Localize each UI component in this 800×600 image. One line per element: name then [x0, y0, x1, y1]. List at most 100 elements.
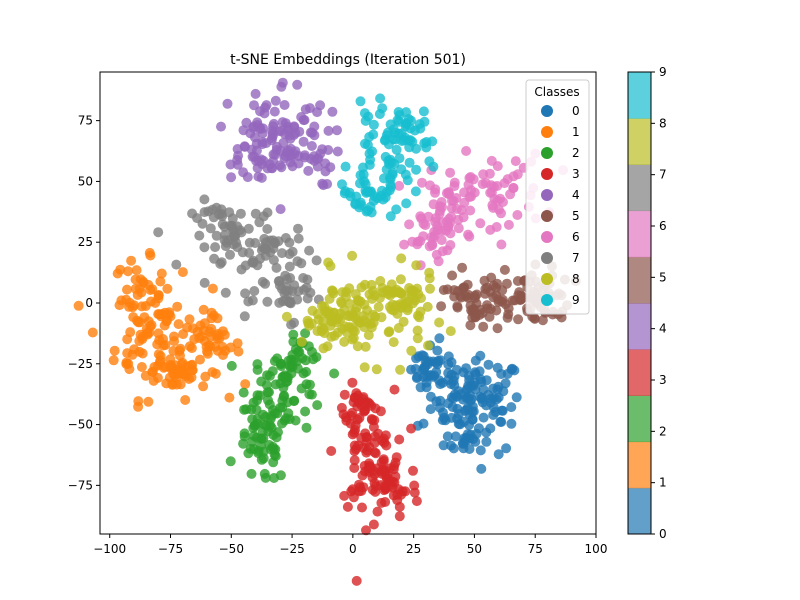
point: [413, 289, 424, 300]
point: [349, 463, 360, 473]
point: [401, 119, 412, 130]
point: [258, 453, 269, 464]
point: [445, 326, 456, 337]
point: [511, 392, 522, 403]
point: [317, 322, 327, 333]
point: [349, 326, 360, 337]
point: [306, 141, 317, 151]
point: [339, 389, 350, 400]
point: [436, 301, 447, 312]
point: [108, 355, 119, 366]
point: [412, 333, 423, 344]
point: [332, 146, 343, 157]
point: [432, 345, 443, 356]
point: [73, 300, 84, 311]
point: [199, 194, 210, 205]
point: [417, 177, 427, 188]
point: [250, 88, 261, 99]
point: [443, 187, 454, 198]
point: [363, 330, 374, 341]
point: [224, 392, 235, 403]
point: [386, 304, 397, 315]
point: [399, 135, 409, 146]
point: [301, 282, 312, 293]
point: [484, 311, 495, 322]
point: [492, 323, 503, 334]
point: [262, 296, 273, 307]
point: [370, 448, 381, 459]
point: [226, 172, 237, 183]
point: [478, 169, 489, 180]
point: [369, 290, 380, 301]
point: [239, 141, 250, 152]
point: [419, 138, 430, 149]
point: [434, 317, 445, 328]
legend-title: Classes: [534, 85, 579, 99]
point: [262, 207, 273, 218]
point: [367, 146, 378, 157]
point: [418, 106, 429, 117]
x-tick-label: 0: [349, 542, 357, 556]
point: [194, 230, 205, 241]
point: [281, 371, 292, 382]
y-axis: −75 −50 −25 0 25 50 75: [68, 114, 100, 492]
point: [134, 336, 145, 346]
point: [486, 155, 497, 166]
point: [207, 283, 218, 294]
point: [496, 369, 507, 379]
series-8: [281, 250, 456, 375]
point: [440, 415, 451, 426]
point: [427, 239, 437, 250]
point: [288, 329, 299, 340]
point: [512, 210, 523, 220]
series-6: [394, 146, 569, 271]
point: [388, 124, 399, 135]
point: [384, 326, 395, 337]
point: [352, 295, 363, 305]
point: [385, 154, 396, 165]
point: [466, 394, 477, 405]
point: [299, 115, 310, 125]
point: [496, 239, 507, 250]
point: [173, 319, 184, 330]
point: [480, 288, 491, 299]
point: [349, 455, 360, 466]
point: [464, 192, 475, 202]
point: [186, 343, 197, 354]
point: [273, 427, 283, 438]
point: [319, 301, 330, 312]
point: [395, 364, 406, 375]
point: [502, 312, 513, 323]
colorbar-tick-label: 1: [659, 476, 667, 490]
point: [359, 108, 370, 119]
point: [271, 141, 282, 152]
point: [451, 203, 462, 214]
point: [267, 130, 278, 141]
point: [486, 393, 497, 404]
point: [372, 506, 383, 517]
point: [495, 416, 506, 427]
point: [192, 213, 203, 224]
point: [198, 381, 209, 392]
point: [160, 307, 171, 318]
point: [479, 275, 490, 286]
point: [153, 328, 164, 339]
legend-entry-6: 6: [541, 230, 580, 244]
point: [351, 191, 362, 202]
point: [380, 134, 391, 145]
point: [143, 396, 154, 407]
legend-marker: [541, 210, 553, 222]
point: [478, 412, 489, 423]
point: [145, 321, 156, 332]
point: [259, 233, 270, 244]
point: [376, 457, 387, 468]
point: [463, 292, 474, 303]
point: [431, 396, 442, 407]
points-layer: [73, 77, 581, 586]
point: [256, 172, 267, 183]
point: [556, 312, 567, 323]
point: [285, 298, 296, 309]
point: [300, 328, 311, 339]
point: [155, 276, 166, 287]
point: [293, 158, 304, 169]
